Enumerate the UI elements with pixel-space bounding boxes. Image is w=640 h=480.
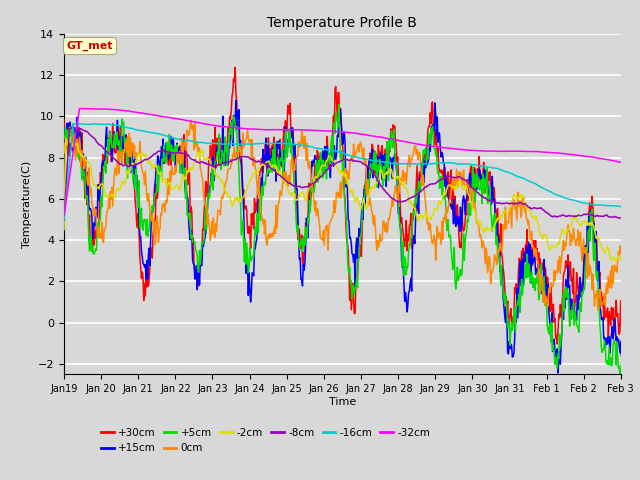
-16cm [75,120,83,126]
-8cm [60,217,68,223]
0cm [130,152,138,158]
-2cm [423,215,431,220]
+5cm [616,372,624,378]
-32cm [76,106,83,111]
Line: -2cm: -2cm [64,137,640,261]
-8cm [423,183,431,189]
-2cm [611,258,619,264]
+5cm [423,154,431,159]
+30cm [554,341,561,347]
+5cm [456,266,464,272]
-16cm [269,141,277,146]
+5cm [239,217,246,223]
-2cm [292,197,300,203]
0cm [269,233,277,239]
-2cm [269,163,277,168]
-32cm [292,127,300,132]
+30cm [231,64,239,70]
0cm [292,157,300,163]
-32cm [456,146,464,152]
-16cm [292,142,300,147]
+15cm [554,370,562,376]
X-axis label: Time: Time [329,397,356,407]
+15cm [60,141,68,147]
+5cm [268,169,276,175]
Line: -32cm: -32cm [64,108,640,241]
-16cm [240,141,248,147]
Line: 0cm: 0cm [64,121,640,310]
+15cm [456,204,464,210]
Line: +5cm: +5cm [64,105,640,375]
+30cm [130,178,138,183]
-16cm [423,161,431,167]
Title: Temperature Profile B: Temperature Profile B [268,16,417,30]
Line: +30cm: +30cm [64,67,640,344]
0cm [60,141,68,146]
Line: +15cm: +15cm [64,100,640,373]
+5cm [291,187,299,192]
0cm [595,307,602,313]
-8cm [269,167,277,173]
-8cm [292,184,300,190]
0cm [240,144,248,150]
-16cm [60,216,68,222]
-2cm [67,134,74,140]
+15cm [292,156,300,162]
+5cm [335,102,343,108]
-2cm [131,162,138,168]
-32cm [423,143,431,148]
+15cm [240,207,248,213]
+15cm [130,180,138,186]
+30cm [423,142,431,148]
+30cm [60,117,68,122]
+15cm [232,97,240,103]
-16cm [131,126,138,132]
Legend: +30cm, +15cm, +5cm, 0cm, -2cm, -8cm, -16cm, -32cm: +30cm, +15cm, +5cm, 0cm, -2cm, -8cm, -16… [97,424,434,457]
Y-axis label: Temperature(C): Temperature(C) [22,160,32,248]
-16cm [456,161,464,167]
0cm [423,221,431,227]
+15cm [423,162,431,168]
0cm [456,169,464,175]
-8cm [240,154,248,159]
-32cm [240,126,248,132]
-8cm [131,162,138,168]
+5cm [130,172,138,178]
Line: -16cm: -16cm [64,123,640,262]
0cm [187,118,195,124]
-8cm [70,124,77,130]
+5cm [60,134,68,140]
-2cm [240,194,248,200]
+15cm [269,146,277,152]
-2cm [60,227,68,233]
+30cm [292,192,300,197]
-32cm [131,109,138,115]
-8cm [456,175,464,180]
-2cm [456,178,464,183]
-32cm [269,127,277,132]
Line: -8cm: -8cm [64,127,640,276]
Text: GT_met: GT_met [67,41,113,51]
+30cm [269,149,277,155]
+30cm [456,240,464,246]
+30cm [240,187,248,193]
-32cm [60,213,68,218]
